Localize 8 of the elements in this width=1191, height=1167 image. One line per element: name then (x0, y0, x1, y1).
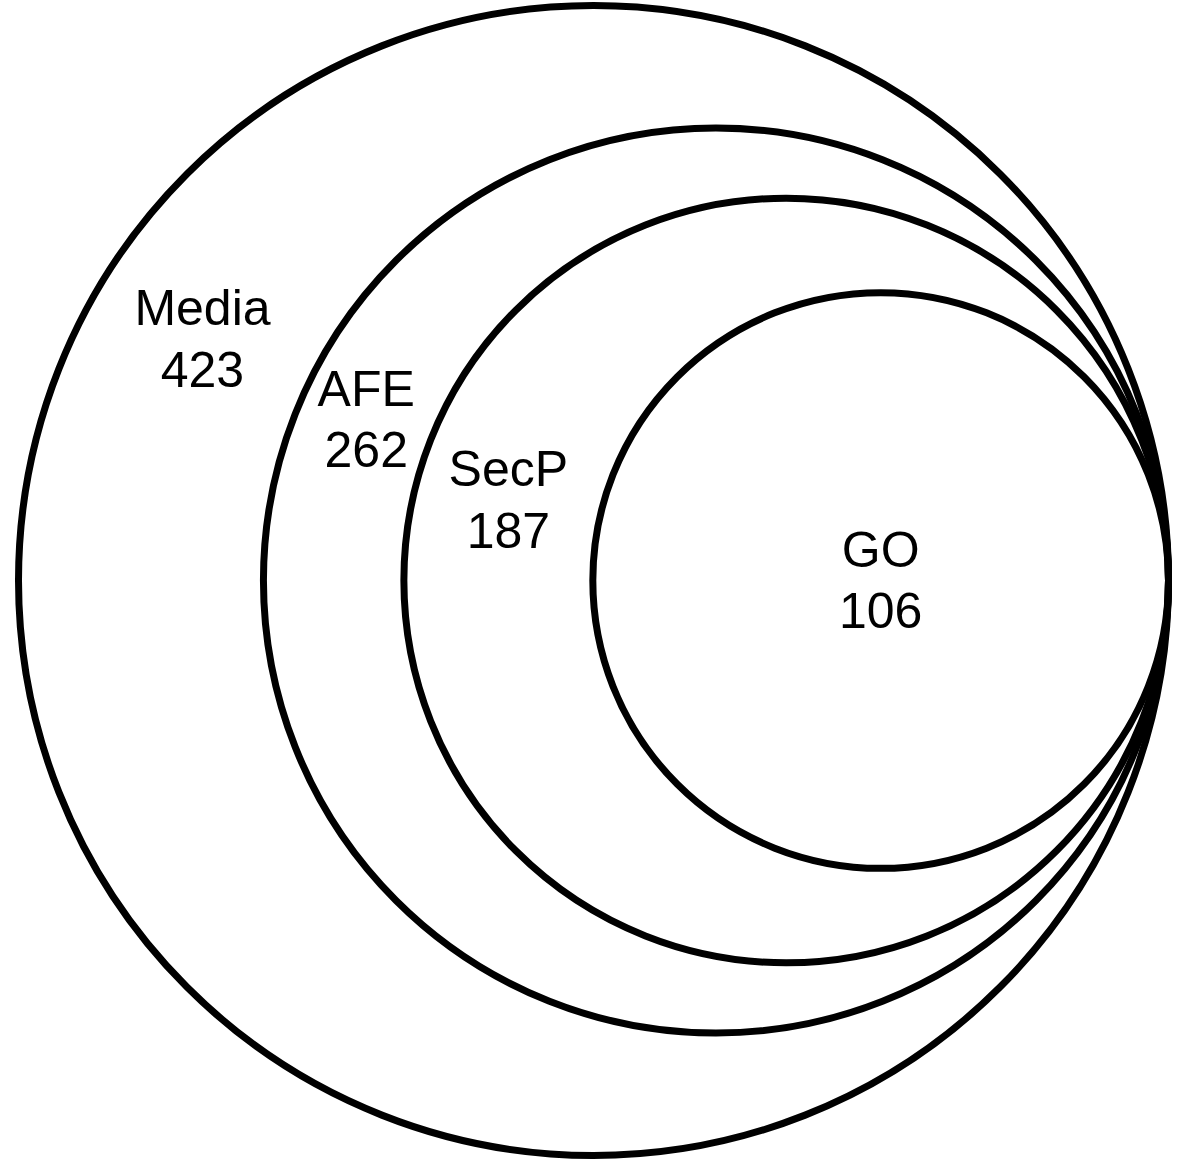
data-label: 423 (160, 341, 245, 398)
category-label: SecP (448, 441, 569, 498)
category-label: AFE (317, 360, 415, 417)
category-label: GO (841, 521, 920, 578)
data-label: 187 (466, 502, 551, 559)
category-label: Media (134, 280, 271, 337)
data-label: 262 (324, 422, 408, 479)
data-label: 106 (838, 583, 923, 640)
